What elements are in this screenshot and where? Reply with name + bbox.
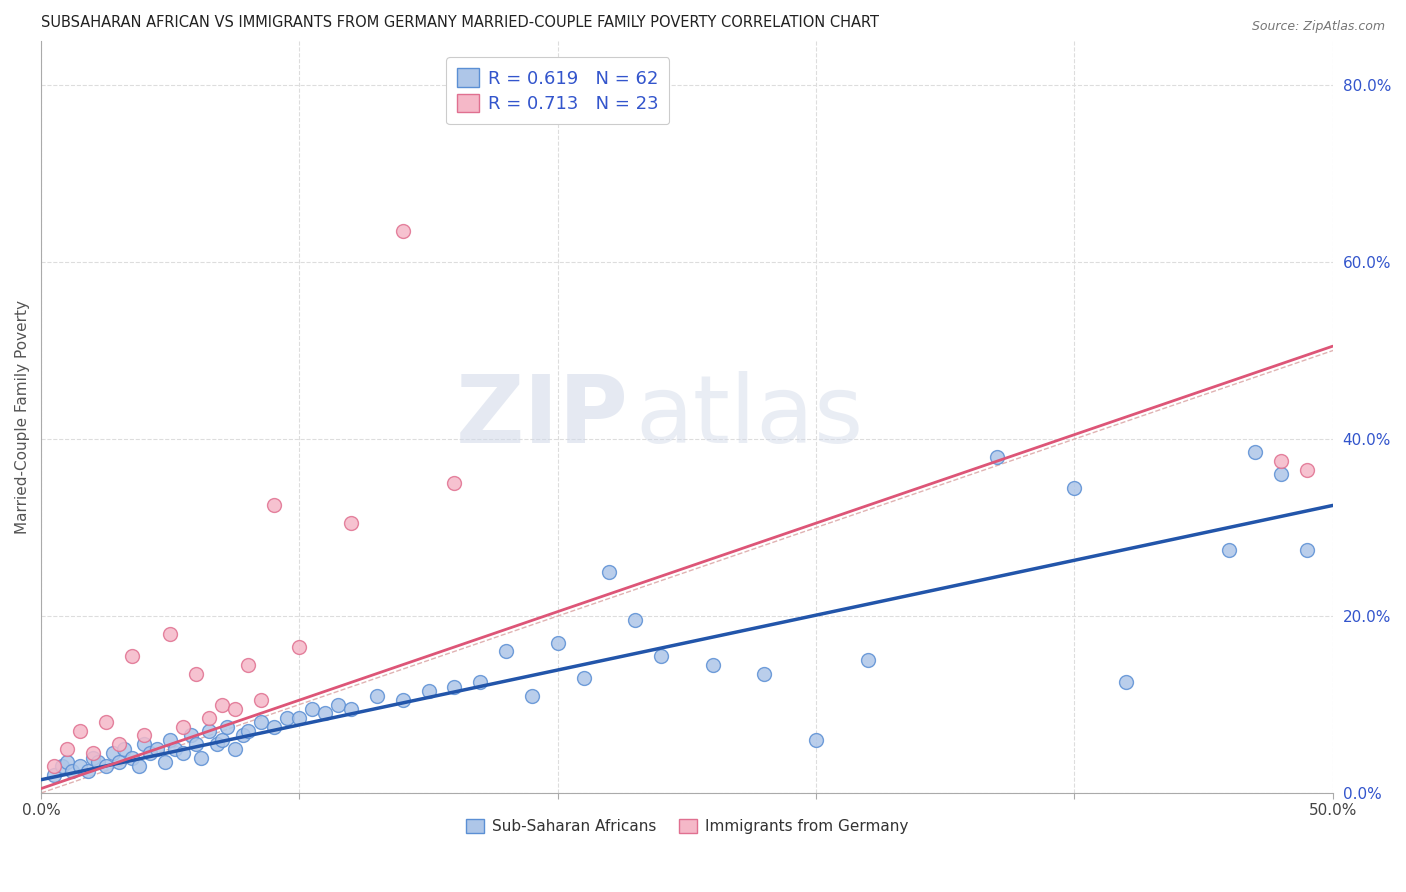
Point [107, 755, 129, 769]
Point [624, 614, 647, 628]
Point [366, 689, 388, 703]
Point [232, 729, 254, 743]
Point [76, 764, 98, 778]
Point [249, 715, 271, 730]
Point [754, 666, 776, 681]
Point [470, 675, 492, 690]
Point [128, 759, 150, 773]
Point [224, 741, 246, 756]
Point [328, 698, 350, 712]
Point [1270, 454, 1292, 468]
Text: ZIP: ZIP [456, 371, 628, 463]
Point [340, 702, 363, 716]
Point [856, 653, 879, 667]
Point [301, 702, 323, 716]
Point [69, 759, 91, 773]
Point [217, 720, 239, 734]
Legend: Sub-Saharan Africans, Immigrants from Germany: Sub-Saharan Africans, Immigrants from Ge… [458, 812, 915, 842]
Point [391, 224, 413, 238]
Point [159, 732, 181, 747]
Point [1115, 675, 1137, 690]
Point [495, 644, 517, 658]
Point [1270, 467, 1292, 482]
Point [42, 759, 65, 773]
Point [1296, 463, 1319, 477]
Point [418, 684, 440, 698]
Point [60, 764, 83, 778]
Point [103, 746, 125, 760]
Point [121, 750, 143, 764]
Point [443, 476, 465, 491]
Point [520, 689, 543, 703]
Point [121, 648, 143, 663]
Point [198, 711, 221, 725]
Point [82, 746, 104, 760]
Text: atlas: atlas [636, 371, 863, 463]
Point [56, 741, 79, 756]
Point [198, 724, 221, 739]
Point [547, 635, 569, 649]
Point [276, 711, 298, 725]
Point [1063, 481, 1085, 495]
Point [134, 737, 156, 751]
Point [236, 657, 259, 672]
Point [650, 648, 672, 663]
Point [391, 693, 413, 707]
Point [211, 732, 233, 747]
Point [211, 698, 233, 712]
Point [1296, 542, 1319, 557]
Point [288, 640, 311, 654]
Point [165, 741, 187, 756]
Y-axis label: Married-Couple Family Poverty: Married-Couple Family Poverty [15, 300, 30, 534]
Point [87, 755, 110, 769]
Point [236, 724, 259, 739]
Point [263, 720, 285, 734]
Point [190, 750, 212, 764]
Point [159, 626, 181, 640]
Point [82, 750, 104, 764]
Point [112, 741, 135, 756]
Point [56, 755, 79, 769]
Point [804, 732, 827, 747]
Point [572, 671, 595, 685]
Point [146, 741, 169, 756]
Point [42, 768, 65, 782]
Point [51, 759, 73, 773]
Point [986, 450, 1008, 464]
Point [172, 720, 194, 734]
Point [224, 702, 246, 716]
Point [184, 666, 207, 681]
Point [94, 715, 117, 730]
Point [598, 565, 620, 579]
Point [94, 759, 117, 773]
Point [107, 737, 129, 751]
Text: SUBSAHARAN AFRICAN VS IMMIGRANTS FROM GERMANY MARRIED-COUPLE FAMILY POVERTY CORR: SUBSAHARAN AFRICAN VS IMMIGRANTS FROM GE… [41, 15, 879, 30]
Text: Source: ZipAtlas.com: Source: ZipAtlas.com [1251, 20, 1385, 33]
Point [263, 499, 285, 513]
Point [184, 737, 207, 751]
Point [180, 729, 202, 743]
Point [153, 755, 176, 769]
Point [1244, 445, 1267, 459]
Point [288, 711, 311, 725]
Point [172, 746, 194, 760]
Point [314, 706, 336, 721]
Point [249, 693, 271, 707]
Point [205, 737, 228, 751]
Point [134, 729, 156, 743]
Point [443, 680, 465, 694]
Point [138, 746, 160, 760]
Point [340, 516, 363, 530]
Point [69, 724, 91, 739]
Point [702, 657, 724, 672]
Point [1218, 542, 1240, 557]
